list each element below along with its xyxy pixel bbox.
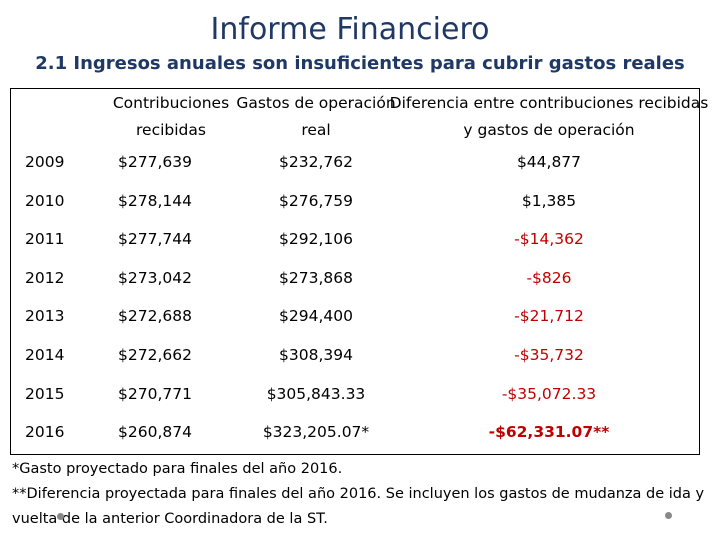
year-cell: 2015 [25, 384, 65, 403]
table: Contribuciones recibidas Gastos de operac… [10, 88, 708, 455]
decor-dot [57, 513, 64, 520]
value-cell: $277,639 [118, 153, 192, 171]
value-cell: -$62,331.07** [488, 423, 610, 442]
footnotes: *Gasto proyectado para finales del año 2… [12, 457, 712, 532]
year-cell: 2016 [25, 423, 65, 442]
value-cell: $278,144 [118, 191, 192, 210]
year-cell: 2010 [25, 191, 65, 210]
decor-dot [665, 512, 672, 519]
year-cell: 2011 [25, 230, 65, 249]
title: Informe Financiero [210, 12, 490, 47]
value-cell: $294,400 [279, 307, 353, 326]
value-cell: -$14,362 [514, 230, 584, 249]
value-cell: $272,662 [118, 346, 192, 364]
value-cell: $305,843.33 [266, 384, 366, 403]
column-header: Contribuciones recibidas [112, 94, 230, 139]
year-cell: 2012 [25, 268, 65, 287]
value-cell: $273,868 [279, 268, 353, 287]
value-cell: $292,106 [279, 230, 353, 249]
column-header: Diferencia entre contribuciones recibida… [389, 94, 709, 139]
value-cell: $277,744 [118, 230, 192, 249]
value-cell: $308,394 [279, 346, 353, 364]
value-cell: $270,771 [118, 384, 192, 403]
value-cell: $44,877 [516, 153, 582, 171]
value-cell: $272,688 [118, 307, 192, 326]
column-header: Gastos de operación real [236, 94, 396, 139]
subtitle: 2.1 Ingresos anuales son insuficientes p… [35, 53, 685, 74]
footnote: *Gasto proyectado para finales del año 2… [12, 461, 343, 477]
value-cell: $323,205.07* [262, 423, 370, 442]
value-cell: -$35,732 [514, 346, 584, 364]
value-cell: $276,759 [279, 191, 353, 210]
footnote: **Diferencia proyectada para finales del… [12, 486, 705, 527]
value-cell: $1,385 [521, 191, 577, 210]
value-cell: $273,042 [118, 268, 192, 287]
value-cell: -$35,072.33 [501, 384, 597, 403]
value-cell: $232,762 [279, 153, 353, 171]
value-cell: -$21,712 [514, 307, 584, 326]
value-cell: -$826 [526, 268, 572, 287]
year-cell: 2013 [25, 307, 65, 326]
year-cell: 2009 [25, 153, 65, 171]
year-cell: 2014 [25, 346, 65, 364]
value-cell: $260,874 [118, 423, 192, 442]
